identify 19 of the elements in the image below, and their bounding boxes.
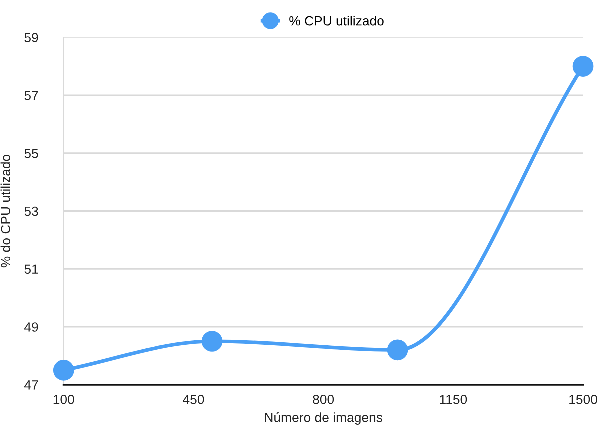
point (53, 360, 74, 381)
x-tick-label: 800 (313, 394, 334, 404)
y-tick-label: 57 (24, 91, 38, 100)
y-tick-label: 53 (24, 206, 38, 216)
x-tick-label: 450 (183, 394, 204, 404)
x-tick-label: 1500 (570, 394, 597, 404)
y-tick-label: 49 (24, 322, 38, 332)
x-tick-label: 100 (54, 394, 74, 404)
y-tick-label: 51 (24, 264, 38, 274)
legend-label: % CPU utilizado (290, 16, 384, 26)
point (202, 331, 223, 352)
x-axis-title: Número de imagens (265, 412, 383, 425)
y-tick-label: 59 (24, 33, 38, 42)
point (387, 340, 408, 361)
point (572, 56, 594, 77)
y-axis-title: % do CPU utilizado (0, 154, 10, 268)
y-tick-label: 47 (24, 380, 38, 390)
y-tick-label: 55 (24, 149, 38, 158)
x-tick-label: 1150 (440, 394, 468, 404)
